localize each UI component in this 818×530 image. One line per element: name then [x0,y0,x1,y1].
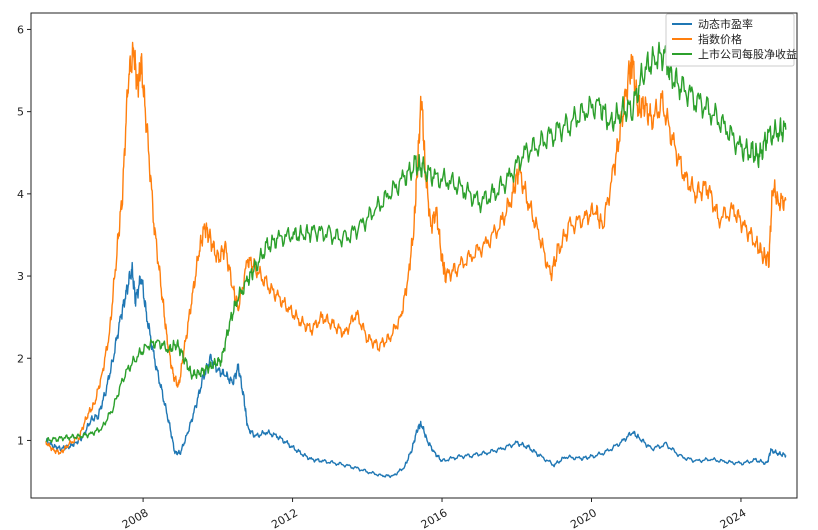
legend-box [665,13,795,67]
legend-label-1: 动态市盈率 [698,17,753,31]
y-tick-label: 2 [17,352,24,365]
x-tick-label: 2016 [419,506,450,530]
x-tick-label: 2020 [568,506,599,530]
plot-area [30,12,798,499]
x-tick-label: 2012 [269,506,300,530]
legend-label-2: 指数价格 [698,32,742,46]
x-tick-label: 2024 [718,506,749,530]
y-tick-label: 6 [17,23,24,36]
series-line-2 [45,41,787,455]
x-axis: 2008 2012 2016 2020 2024 [120,498,749,530]
legend-label-3: 上市公司每股净收益 [698,47,797,61]
y-axis: 1 2 3 4 5 6 [17,23,31,447]
y-tick-label: 3 [17,270,24,283]
y-tick-label: 1 [17,434,24,447]
y-tick-label: 5 [17,106,24,119]
series-line-1 [45,261,787,479]
x-tick-label: 2008 [120,506,151,530]
y-tick-label: 4 [17,188,24,201]
